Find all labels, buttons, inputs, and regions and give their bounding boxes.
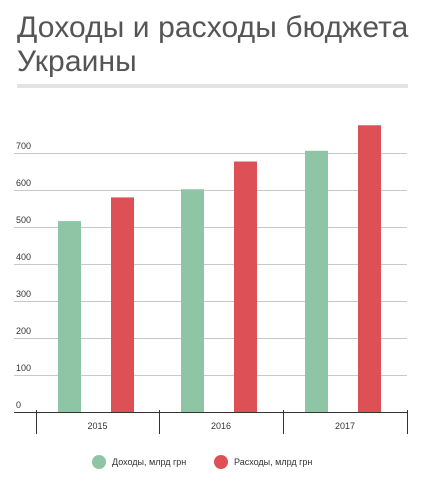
bar-income-2016 [181,189,204,412]
legend-swatch-expense [214,455,228,469]
chart-title: Доходы и расходы бюджета Украины [17,11,409,78]
x-tick-label-2016: 2016 [211,421,231,431]
legend-item-expense: Расходы, млрд грн [214,452,312,472]
y-tick-label-0: 0 [16,400,21,410]
legend-label-expense: Расходы, млрд грн [234,457,313,467]
legend-label-income: Доходы, млрд грн [112,457,187,467]
y-tick-label-200: 200 [16,326,31,336]
y-tick-label-600: 600 [16,178,31,188]
bar-expense-2015 [111,197,134,412]
y-tick-label-300: 300 [16,289,31,299]
title-divider [17,84,408,88]
y-tick-label-700: 700 [16,141,31,151]
y-tick-label-500: 500 [16,215,31,225]
x-tick-label-2015: 2015 [87,421,107,431]
bar-expense-2017 [358,125,381,412]
y-tick-label-400: 400 [16,252,31,262]
y-tick-label-100: 100 [16,363,31,373]
legend-swatch-income [92,455,106,469]
bar-income-2015 [58,221,81,412]
chart-legend: Доходы, млрд грн Расходы, млрд грн [0,452,431,474]
legend-item-income: Доходы, млрд грн [92,452,186,472]
bar-expense-2016 [234,161,257,412]
bar-income-2017 [305,150,328,412]
x-tick-label-2017: 2017 [335,421,355,431]
